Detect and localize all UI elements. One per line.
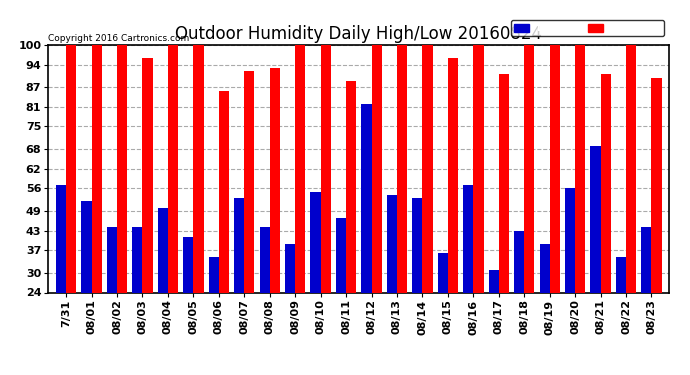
Bar (437, 254, 448, 370)
Legend: Low  (%), High  (%): Low (%), High (%) (511, 20, 664, 36)
Bar (234, 198, 244, 370)
Bar (489, 270, 499, 370)
Bar (270, 68, 280, 370)
Bar (295, 45, 306, 370)
Bar (132, 227, 142, 370)
Bar (626, 45, 636, 370)
Bar (183, 237, 193, 370)
Bar (66, 45, 77, 370)
Bar (524, 45, 535, 370)
Bar (107, 227, 117, 370)
Bar (259, 227, 270, 370)
Bar (591, 146, 600, 370)
Bar (499, 74, 509, 370)
Bar (412, 198, 422, 370)
Bar (550, 45, 560, 370)
Bar (244, 71, 255, 370)
Bar (514, 231, 524, 370)
Bar (56, 185, 66, 370)
Bar (321, 45, 331, 370)
Bar (117, 45, 127, 370)
Bar (158, 208, 168, 370)
Bar (193, 45, 204, 370)
Text: Copyright 2016 Cartronics.com: Copyright 2016 Cartronics.com (48, 33, 190, 42)
Bar (142, 58, 152, 370)
Bar (540, 244, 550, 370)
Bar (168, 45, 178, 370)
Bar (81, 201, 92, 370)
Bar (422, 45, 433, 370)
Bar (448, 58, 458, 370)
Bar (208, 256, 219, 370)
Bar (92, 45, 101, 370)
Bar (310, 192, 321, 370)
Bar (565, 188, 575, 370)
Bar (463, 185, 473, 370)
Bar (473, 45, 484, 370)
Bar (600, 74, 611, 370)
Title: Outdoor Humidity Daily High/Low 20160824: Outdoor Humidity Daily High/Low 20160824 (175, 26, 542, 44)
Bar (575, 45, 585, 370)
Bar (362, 104, 371, 370)
Bar (346, 81, 356, 370)
Bar (641, 227, 651, 370)
Bar (285, 244, 295, 370)
Bar (371, 45, 382, 370)
Bar (387, 195, 397, 370)
Bar (219, 91, 229, 370)
Bar (336, 217, 346, 370)
Bar (651, 78, 662, 370)
Bar (397, 45, 407, 370)
Bar (616, 256, 626, 370)
